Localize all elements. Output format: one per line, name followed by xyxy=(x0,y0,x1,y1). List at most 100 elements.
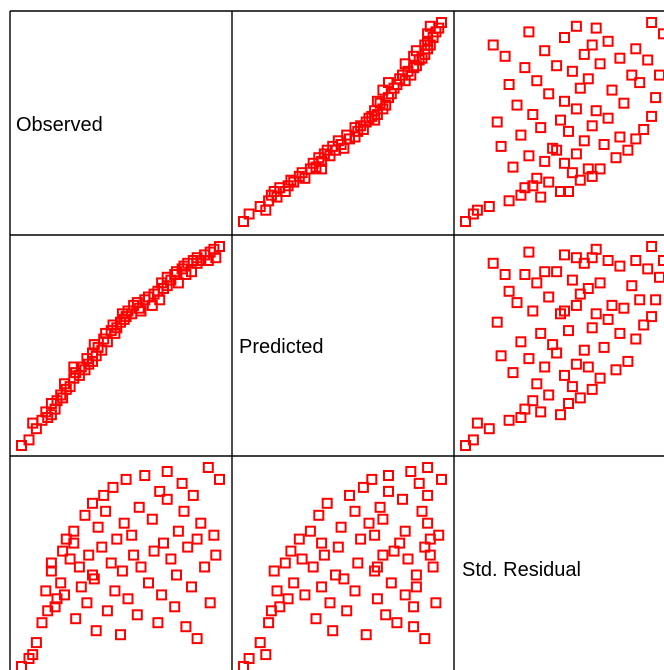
scatter-point xyxy=(186,266,197,278)
scatter-point xyxy=(96,541,108,553)
scatter-point xyxy=(68,361,80,373)
scatter-point xyxy=(586,39,598,51)
scatter-point xyxy=(135,561,147,573)
scatter-point xyxy=(563,325,574,337)
scatter-point xyxy=(650,92,662,104)
scatter-point xyxy=(618,302,630,314)
scatter-point xyxy=(535,406,547,418)
scatter-point xyxy=(385,577,397,589)
scatter-point xyxy=(107,481,119,493)
scatter-point xyxy=(570,20,582,32)
scatter-point xyxy=(602,35,614,47)
scatter-point xyxy=(172,525,184,537)
scatter-point xyxy=(527,109,539,120)
scatter-point xyxy=(598,341,610,353)
scatter-point xyxy=(436,17,447,28)
scatter-point xyxy=(566,167,578,179)
scatter-point xyxy=(618,97,630,109)
scatter-point xyxy=(133,501,145,513)
panel-observed-vs-predicted xyxy=(238,17,447,227)
scatter-point xyxy=(630,133,642,145)
scatter-point xyxy=(606,84,618,96)
scatter-point xyxy=(503,79,515,90)
scatter-point xyxy=(293,533,305,545)
scatter-point xyxy=(59,378,70,390)
panel-residual-vs-observed xyxy=(16,462,225,670)
scatter-point xyxy=(254,637,266,649)
scatter-point xyxy=(543,88,555,100)
scatter-point xyxy=(176,477,188,489)
scatter-point xyxy=(555,409,566,421)
scatter-point xyxy=(143,577,154,589)
scatter-point xyxy=(563,125,574,137)
scatter-point xyxy=(507,161,519,173)
scatter-point xyxy=(210,252,222,264)
scatter-point xyxy=(101,605,113,617)
scatter-point xyxy=(594,372,606,384)
scatter-point xyxy=(169,601,181,613)
scatter-point xyxy=(487,39,499,51)
scatter-point xyxy=(582,73,594,85)
scatter-point xyxy=(582,283,594,294)
scatter-point xyxy=(614,260,626,272)
scatter-point xyxy=(586,383,598,395)
scatter-point xyxy=(610,152,622,164)
scatter-point xyxy=(543,389,555,401)
scatter-point xyxy=(156,589,168,601)
scatter-point xyxy=(268,565,280,577)
scatter-point xyxy=(535,327,547,339)
scatter-point xyxy=(70,613,82,625)
scatter-point xyxy=(335,521,347,533)
scatter-point xyxy=(626,280,638,292)
scatter-point xyxy=(574,174,586,186)
scatter-point xyxy=(551,60,563,72)
scatter-point xyxy=(563,398,574,409)
scatter-point xyxy=(355,533,367,545)
scatter-point xyxy=(410,581,422,593)
scatter-point xyxy=(642,263,654,275)
scatter-point xyxy=(582,163,594,175)
scatter-point xyxy=(332,541,344,553)
scatter-point xyxy=(369,529,381,541)
scatter-point xyxy=(570,252,582,264)
scatter-point xyxy=(59,589,70,601)
scatter-point xyxy=(135,305,147,317)
scatter-point xyxy=(349,505,361,517)
scatter-point xyxy=(383,485,394,497)
scatter-point xyxy=(316,163,328,175)
scatter-point xyxy=(570,358,582,370)
scatter-point xyxy=(366,110,378,122)
scatter-point xyxy=(397,493,408,505)
scatter-point xyxy=(30,637,42,649)
scatter-point xyxy=(563,186,574,197)
scatter-point xyxy=(570,299,582,311)
scatter-point xyxy=(511,99,523,111)
scatter-point xyxy=(109,585,121,597)
scatter-point xyxy=(433,529,445,541)
scatter-point xyxy=(73,561,85,573)
scatter-point xyxy=(182,541,194,553)
scatter-point xyxy=(574,82,586,94)
scatter-point xyxy=(602,313,614,325)
scatter-point xyxy=(547,339,559,351)
scatter-point xyxy=(610,364,622,376)
scatter-point xyxy=(467,434,479,446)
scatter-point xyxy=(199,561,211,573)
scatter-point xyxy=(96,344,108,356)
scatter-point xyxy=(128,549,140,561)
scatter-point xyxy=(64,553,76,565)
scatter-point xyxy=(238,661,249,670)
scatter-point xyxy=(57,545,69,557)
scatter-point xyxy=(68,537,80,549)
scatter-point xyxy=(413,477,425,489)
scatter-point xyxy=(460,216,471,227)
scatter-point xyxy=(238,216,249,227)
scatter-point xyxy=(158,537,169,549)
scatter-point xyxy=(598,139,610,150)
scatter-point xyxy=(646,241,658,252)
scatter-point xyxy=(405,69,417,81)
scatter-point xyxy=(531,378,543,390)
scatter-point xyxy=(630,333,642,345)
scatter-point xyxy=(566,381,578,393)
scatter-point xyxy=(495,140,507,152)
